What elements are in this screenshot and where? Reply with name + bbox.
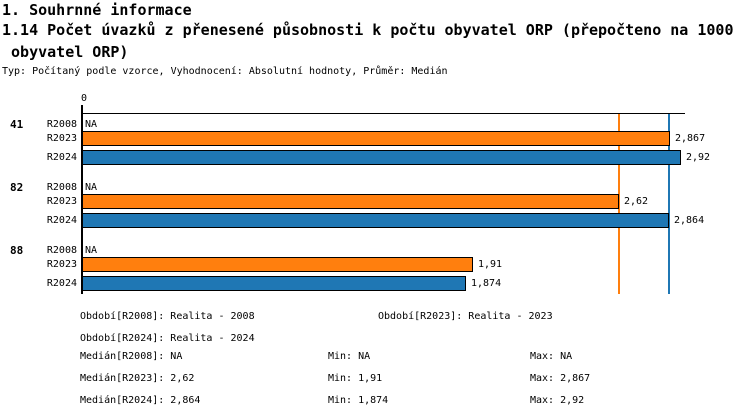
row-period-label: R2024 [46, 278, 77, 289]
bar-value-label: 2,62 [624, 196, 649, 207]
legend-period-entry: Období[R2024]: Realita - 2024 [80, 333, 255, 344]
legend-period-entry: Období[R2008]: Realita - 2008 [80, 311, 255, 322]
row-period-label: R2024 [46, 215, 77, 226]
row-period-label: R2023 [46, 259, 77, 270]
legend-min-entry: Min: 1,91 [328, 373, 383, 384]
y-axis-line [81, 105, 83, 294]
chart-title-line2: obyvatel ORP) [2, 43, 129, 61]
row-period-label: R2023 [46, 133, 77, 144]
legend-max-entry: Max: 2,867 [530, 373, 591, 384]
bar-value-na: NA [85, 245, 98, 256]
bar-value-label: 2,867 [675, 133, 706, 144]
bar-value-label: 1,91 [478, 259, 503, 270]
bar-R2023 [81, 131, 670, 146]
legend-max-entry: Max: NA [530, 351, 573, 362]
row-period-label: R2024 [46, 152, 77, 163]
row-period-label: R2008 [46, 182, 77, 193]
legend-max-entry: Max: 2,92 [530, 395, 585, 406]
bar-value-na: NA [85, 119, 98, 130]
bar-R2024 [81, 213, 669, 228]
bar-R2023 [81, 257, 473, 272]
median-marker-line-Medián[R2024] [668, 113, 670, 294]
bar-value-label: 1,874 [471, 278, 502, 289]
median-marker-line-Medián[R2023] [618, 113, 620, 294]
bar-value-label: 2,864 [674, 215, 705, 226]
group-label: 41 [10, 118, 24, 131]
legend-min-entry: Min: 1,874 [328, 395, 389, 406]
chart-title-line1: 1.14 Počet úvazků z přenesené působnosti… [2, 21, 734, 39]
legend-period-entry: Období[R2023]: Realita - 2023 [378, 311, 553, 322]
legend-median-entry: Medián[R2023]: 2,62 [80, 373, 195, 384]
group-label: 82 [10, 181, 24, 194]
report-section-title: 1. Souhrnné informace [2, 1, 192, 19]
row-period-label: R2023 [46, 196, 77, 207]
group-label: 88 [10, 244, 24, 257]
chart-meta-line: Typ: Počítaný podle vzorce, Vyhodnocení:… [2, 66, 448, 77]
legend-min-entry: Min: NA [328, 351, 371, 362]
x-axis-top-frame-line [81, 113, 685, 114]
bar-value-na: NA [85, 182, 98, 193]
x-axis-origin-label: 0 [80, 93, 88, 104]
bar-R2023 [81, 194, 619, 209]
legend-median-entry: Medián[R2024]: 2,864 [80, 395, 201, 406]
row-period-label: R2008 [46, 119, 77, 130]
bar-R2024 [81, 150, 681, 165]
row-period-label: R2008 [46, 245, 77, 256]
bar-value-label: 2,92 [686, 152, 711, 163]
bar-R2024 [81, 276, 466, 291]
legend-median-entry: Medián[R2008]: NA [80, 351, 183, 362]
